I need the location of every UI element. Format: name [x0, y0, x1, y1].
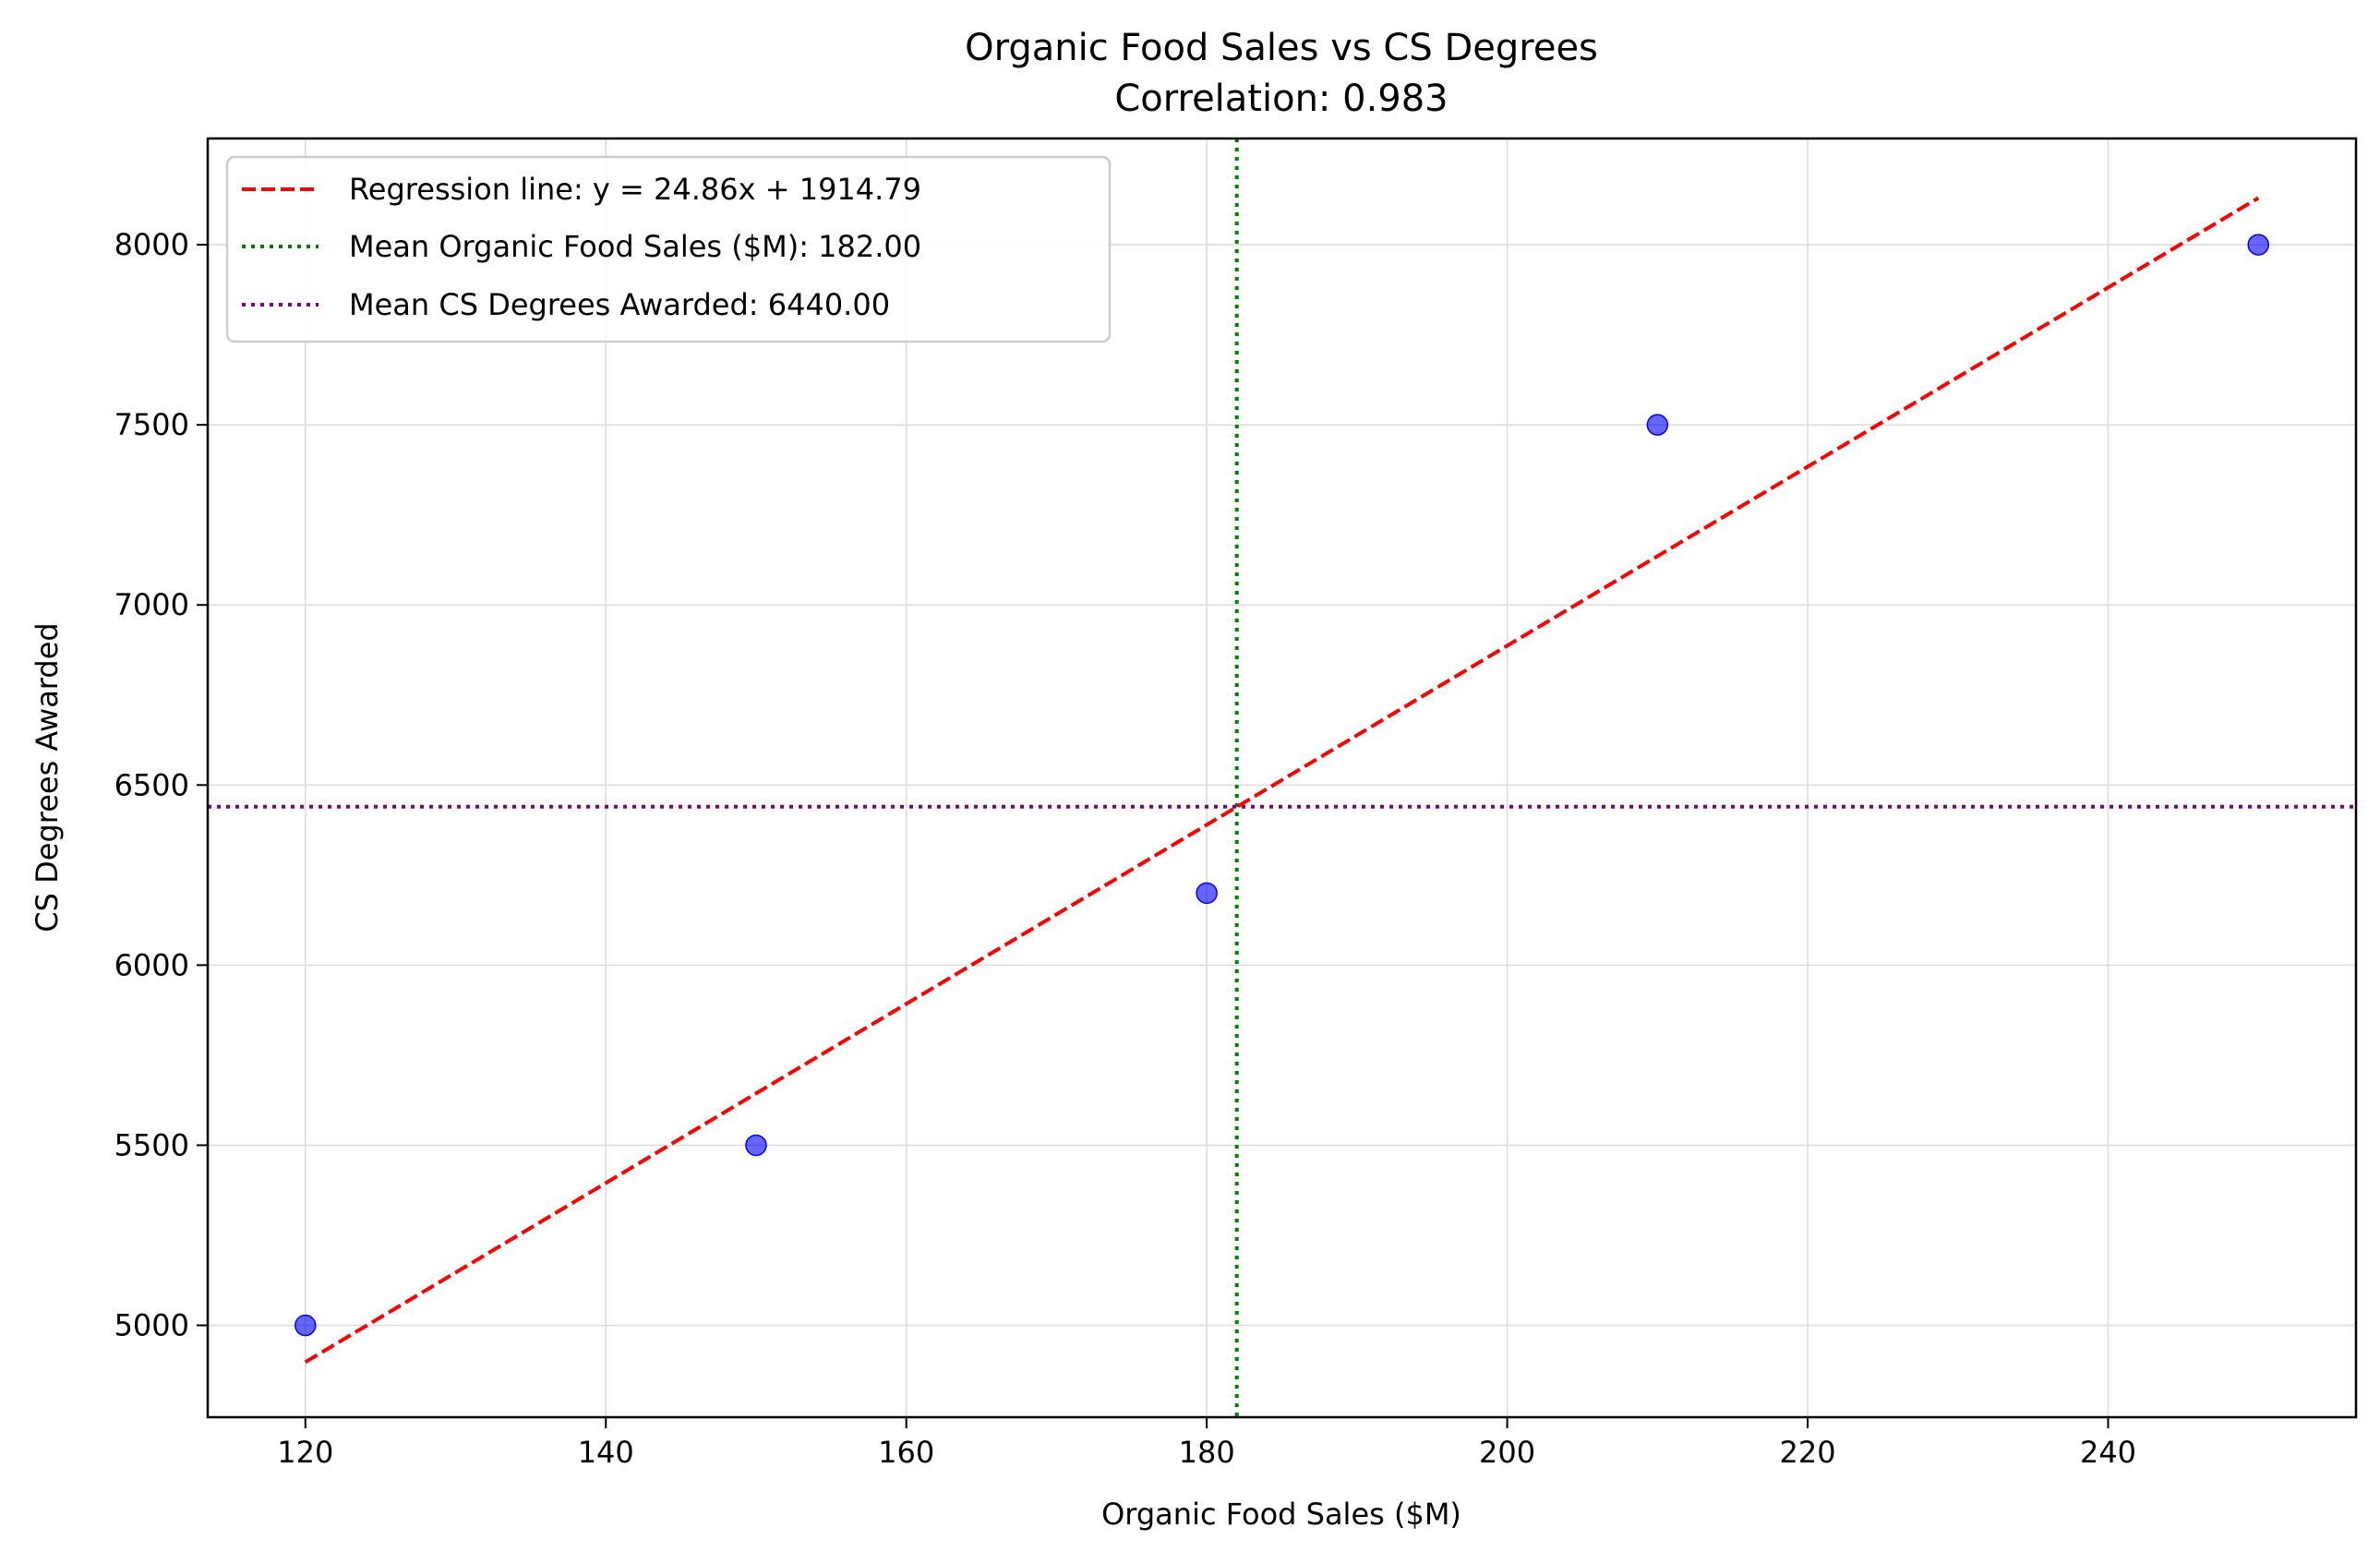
legend-label-regression: Regression line: y = 24.86x + 1914.79	[349, 172, 921, 207]
x-axis-ticks: 120 140 160 180 200 220 240	[277, 1417, 2136, 1470]
scatter-point	[1646, 414, 1669, 436]
y-tick-label: 5000	[114, 1308, 189, 1343]
reference-lines	[208, 138, 2356, 1417]
x-tick-label: 160	[878, 1435, 934, 1470]
legend-label-mean-y: Mean CS Degrees Awarded: 6440.00	[349, 287, 890, 322]
regression-line	[304, 196, 2260, 1365]
scatter-point	[1196, 882, 1218, 905]
x-tick-label: 180	[1179, 1435, 1235, 1470]
y-axis-label: CS Degrees Awarded	[30, 622, 65, 932]
grid	[208, 138, 2356, 1417]
scatter-point	[294, 1314, 317, 1337]
y-tick-label: 7500	[114, 407, 189, 442]
scatter-point	[2247, 234, 2269, 256]
scatter-points	[294, 234, 2269, 1337]
legend-box	[225, 155, 1112, 343]
y-tick-label: 7000	[114, 587, 189, 622]
scatter-point	[745, 1134, 767, 1157]
y-tick-label: 5500	[114, 1127, 189, 1162]
x-tick-label: 240	[2080, 1435, 2136, 1470]
y-tick-label: 8000	[114, 227, 189, 262]
x-tick-label: 220	[1780, 1435, 1836, 1470]
x-tick-label: 200	[1479, 1435, 1535, 1470]
y-tick-label: 6000	[114, 947, 189, 982]
y-axis-ticks: 5000 5500 6000 6500 7000 7500 8000	[114, 227, 208, 1343]
legend-label-mean-x: Mean Organic Food Sales ($M): 182.00	[349, 229, 921, 264]
x-tick-label: 120	[277, 1435, 333, 1470]
x-axis-label: Organic Food Sales ($M)	[1101, 1497, 1461, 1532]
plot-frame	[206, 137, 2358, 1419]
chart-subtitle: Correlation: 0.983	[1114, 78, 1448, 120]
y-tick-label: 6500	[114, 767, 189, 802]
chart-title: Organic Food Sales vs CS Degrees	[965, 27, 1598, 69]
x-tick-label: 140	[578, 1435, 634, 1470]
legend: Regression line: y = 24.86x + 1914.79 Me…	[225, 155, 1112, 343]
